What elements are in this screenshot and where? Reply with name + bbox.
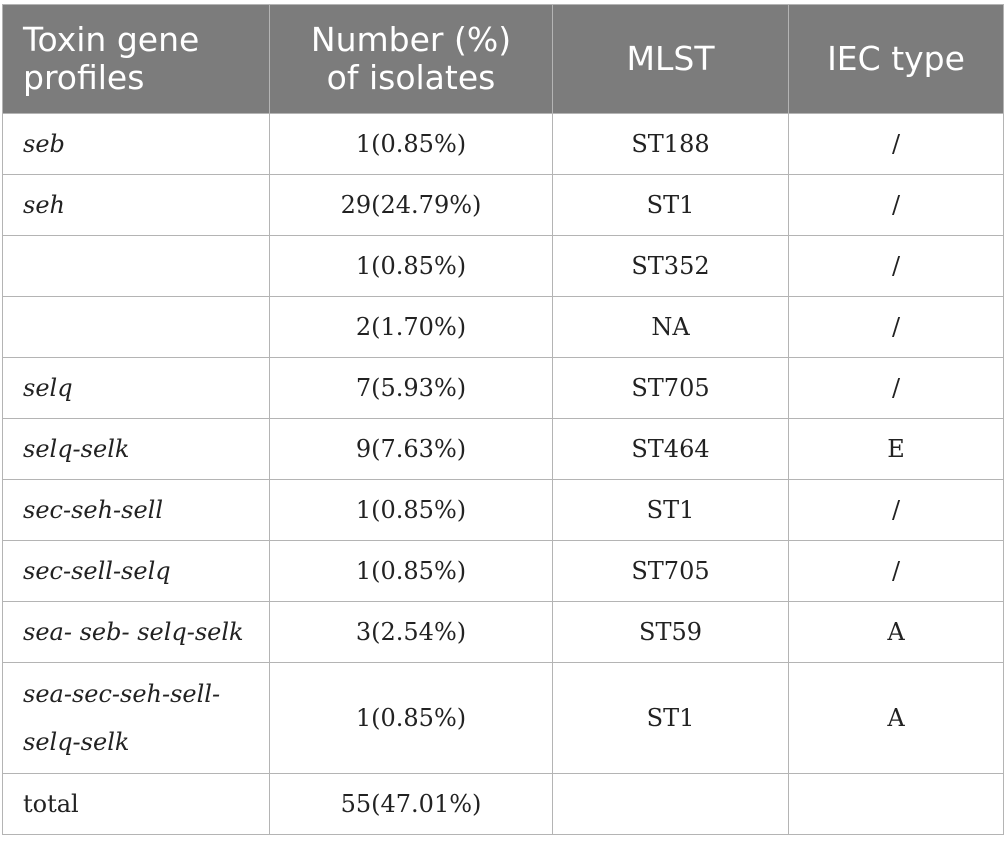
cell-number: 7(5.93%) bbox=[269, 357, 553, 419]
cell-iec: E bbox=[788, 418, 1004, 480]
header-iec-type: IEC type bbox=[788, 4, 1004, 114]
cell-mlst bbox=[552, 773, 789, 835]
cell-number: 1(0.85%) bbox=[269, 113, 553, 175]
cell-iec: / bbox=[788, 296, 1004, 358]
header-profile-line2: profiles bbox=[23, 58, 145, 97]
cell-total-label: total bbox=[2, 773, 270, 835]
table-row: selq 7(5.93%) ST705 / bbox=[2, 357, 1004, 419]
cell-iec: / bbox=[788, 235, 1004, 297]
cell-number: 2(1.70%) bbox=[269, 296, 553, 358]
table-row: sec-sell-selq 1(0.85%) ST705 / bbox=[2, 540, 1004, 602]
table-row: 2(1.70%) NA / bbox=[2, 296, 1004, 358]
cell-profile bbox=[2, 296, 270, 358]
cell-mlst: ST1 bbox=[552, 662, 789, 774]
cell-mlst: ST59 bbox=[552, 601, 789, 663]
cell-number: 3(2.54%) bbox=[269, 601, 553, 663]
table-row-total: total 55(47.01%) bbox=[2, 773, 1004, 835]
cell-iec: / bbox=[788, 540, 1004, 602]
cell-profile: sec-sell-selq bbox=[2, 540, 270, 602]
cell-profile: selq bbox=[2, 357, 270, 419]
cell-profile: seb bbox=[2, 113, 270, 175]
cell-number: 1(0.85%) bbox=[269, 235, 553, 297]
cell-iec: A bbox=[788, 662, 1004, 774]
cell-profile-line1: sea-sec-seh-sell- bbox=[23, 680, 221, 708]
header-profile-line1: Toxin gene bbox=[23, 20, 200, 59]
table-row: seb 1(0.85%) ST188 / bbox=[2, 113, 1004, 175]
cell-profile: sec-seh-sell bbox=[2, 479, 270, 541]
cell-mlst: ST464 bbox=[552, 418, 789, 480]
cell-number: 1(0.85%) bbox=[269, 479, 553, 541]
cell-total-number: 55(47.01%) bbox=[269, 773, 553, 835]
table-row: selq-selk 9(7.63%) ST464 E bbox=[2, 418, 1004, 480]
cell-profile-line2: selq-selk bbox=[23, 728, 130, 756]
cell-iec: A bbox=[788, 601, 1004, 663]
header-mlst: MLST bbox=[552, 4, 789, 114]
header-toxin-gene-profiles: Toxin gene profiles bbox=[2, 4, 270, 114]
header-number-line1: Number (%) bbox=[310, 20, 512, 59]
cell-number: 29(24.79%) bbox=[269, 174, 553, 236]
cell-mlst: ST352 bbox=[552, 235, 789, 297]
cell-profile: selq-selk bbox=[2, 418, 270, 480]
cell-number: 1(0.85%) bbox=[269, 540, 553, 602]
table-row: 1(0.85%) ST352 / bbox=[2, 235, 1004, 297]
cell-number: 1(0.85%) bbox=[269, 662, 553, 774]
header-number-line2: of isolates bbox=[326, 58, 496, 97]
cell-mlst: ST1 bbox=[552, 479, 789, 541]
cell-mlst: ST1 bbox=[552, 174, 789, 236]
table-row: sea- seb- selq-selk 3(2.54%) ST59 A bbox=[2, 601, 1004, 663]
table-row: sec-seh-sell 1(0.85%) ST1 / bbox=[2, 479, 1004, 541]
cell-profile: sea-sec-seh-sell- selq-selk bbox=[2, 662, 270, 774]
table-row: seh 29(24.79%) ST1 / bbox=[2, 174, 1004, 236]
cell-iec: / bbox=[788, 113, 1004, 175]
cell-mlst: ST188 bbox=[552, 113, 789, 175]
cell-profile: sea- seb- selq-selk bbox=[2, 601, 270, 663]
cell-iec: / bbox=[788, 357, 1004, 419]
cell-iec: / bbox=[788, 174, 1004, 236]
cell-profile bbox=[2, 235, 270, 297]
table-row: sea-sec-seh-sell- selq-selk 1(0.85%) ST1… bbox=[2, 662, 1004, 774]
cell-iec: / bbox=[788, 479, 1004, 541]
table-header-row: Toxin gene profiles Number (%) of isolat… bbox=[2, 4, 1004, 114]
cell-number: 9(7.63%) bbox=[269, 418, 553, 480]
cell-iec bbox=[788, 773, 1004, 835]
cell-mlst: NA bbox=[552, 296, 789, 358]
cell-mlst: ST705 bbox=[552, 357, 789, 419]
cell-mlst: ST705 bbox=[552, 540, 789, 602]
toxin-gene-table: Toxin gene profiles Number (%) of isolat… bbox=[2, 4, 1004, 835]
header-number-of-isolates: Number (%) of isolates bbox=[269, 4, 553, 114]
cell-profile: seh bbox=[2, 174, 270, 236]
